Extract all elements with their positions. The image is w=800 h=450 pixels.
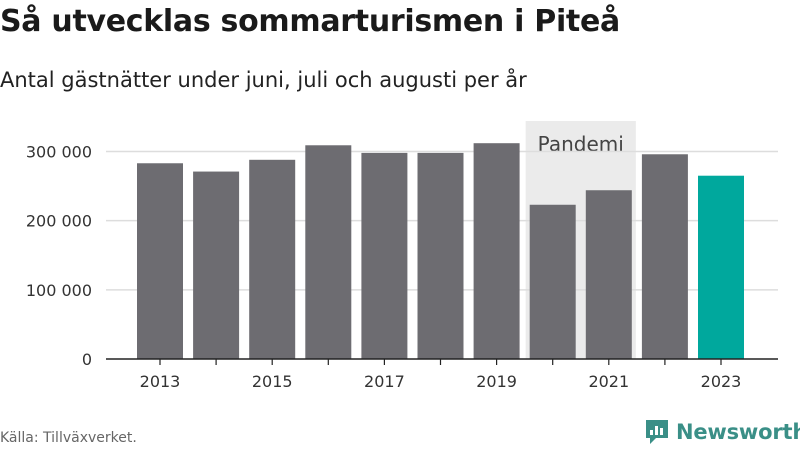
bar-2013 bbox=[137, 163, 183, 359]
chart-subtitle: Antal gästnätter under juni, juli och au… bbox=[0, 68, 527, 92]
bar-chart: Pandemi 0 100 000 200 000 300 000 2013 2015 201… bbox=[26, 121, 778, 391]
bar-2020 bbox=[529, 204, 576, 359]
brand-name: Newsworthy bbox=[676, 420, 800, 444]
bar-2023 bbox=[698, 175, 744, 359]
x-tick-label: 2015 bbox=[252, 372, 293, 391]
pandemic-label: Pandemi bbox=[538, 132, 624, 156]
bar-2017 bbox=[361, 152, 408, 359]
chart-title: Så utvecklas sommarturismen i Piteå bbox=[0, 4, 620, 39]
x-tick-label: 2013 bbox=[140, 372, 181, 391]
bar-2019 bbox=[473, 143, 520, 359]
y-tick-label: 200 000 bbox=[26, 212, 92, 231]
bar-2016 bbox=[305, 145, 352, 359]
x-tick-label: 2017 bbox=[364, 372, 405, 391]
brand-logo: Newsworthy bbox=[644, 418, 800, 446]
y-tick-label: 300 000 bbox=[26, 143, 92, 162]
bar-2021 bbox=[585, 190, 632, 359]
bar-2014 bbox=[193, 171, 240, 359]
bar-2015 bbox=[249, 159, 296, 359]
bar-2018 bbox=[417, 152, 464, 359]
source-note: Källa: Tillväxverket. bbox=[0, 430, 137, 446]
newsworthy-logo-icon bbox=[646, 420, 668, 444]
x-tick-label: 2021 bbox=[588, 372, 629, 391]
y-tick-label: 100 000 bbox=[26, 281, 92, 300]
x-tick-label: 2023 bbox=[701, 372, 742, 391]
x-tick-label: 2019 bbox=[476, 372, 517, 391]
y-tick-label: 0 bbox=[82, 350, 92, 369]
bar-2022 bbox=[641, 154, 688, 359]
